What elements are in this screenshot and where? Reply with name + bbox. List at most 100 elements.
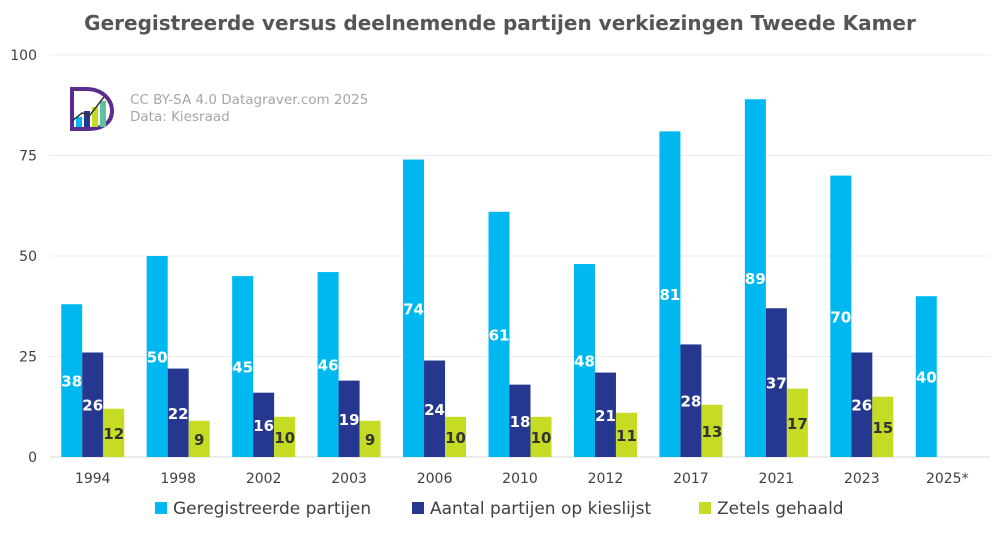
legend-swatch-3 (699, 502, 711, 514)
x-tick-label-2017: 2017 (673, 471, 709, 487)
data-label-1998-series-3: 9 (194, 431, 204, 449)
bar-1994-series-1 (61, 304, 83, 457)
credit-license: CC BY-SA 4.0 Datagraver.com 2025 (130, 92, 368, 108)
data-label-2025*-series-1: 40 (916, 369, 937, 387)
bar-1998-series-3 (188, 420, 210, 457)
x-tick-label-2002: 2002 (246, 471, 282, 487)
data-label-2023-series-2: 26 (851, 397, 872, 415)
data-label-1994-series-3: 12 (103, 425, 124, 443)
x-tick-label-1998: 1998 (160, 471, 196, 487)
bar-2023-series-2 (851, 352, 873, 457)
data-label-2002-series-1: 45 (232, 359, 253, 377)
legend-swatch-1 (155, 502, 167, 514)
legend-label-2: Aantal partijen op kieslijst (430, 499, 651, 519)
x-tick-label-2012: 2012 (588, 471, 624, 487)
y-tick-label-75: 75 (19, 149, 37, 165)
data-label-2012-series-3: 11 (616, 427, 637, 445)
data-label-2010-series-2: 18 (510, 413, 531, 431)
data-label-2017-series-1: 81 (659, 286, 680, 304)
bar-2023-series-1 (830, 175, 852, 457)
y-tick-label-100: 100 (10, 48, 37, 64)
y-tick-label-0: 0 (28, 450, 37, 466)
data-label-2023-series-3: 15 (872, 419, 893, 437)
bar-2012-series-3 (615, 412, 637, 457)
bar-1994-series-3 (103, 408, 125, 457)
bar-1994-series-2 (82, 352, 104, 457)
data-label-2003-series-3: 9 (365, 431, 375, 449)
data-label-2021-series-2: 37 (766, 375, 787, 393)
y-tick-label-25: 25 (19, 350, 37, 366)
bar-2006-series-3 (445, 416, 467, 457)
data-label-1998-series-2: 22 (168, 405, 189, 423)
bar-2010-series-2 (509, 384, 531, 457)
data-label-2012-series-2: 21 (595, 407, 616, 425)
data-label-2006-series-1: 74 (403, 300, 424, 318)
bar-2002-series-2 (253, 392, 275, 457)
logo-bar-1 (76, 117, 82, 127)
x-tick-label-2003: 2003 (331, 471, 367, 487)
bar-1998-series-1 (146, 256, 168, 457)
bar-1998-series-2 (167, 368, 189, 457)
bar-2002-series-3 (274, 416, 296, 457)
data-label-2023-series-1: 70 (830, 308, 851, 326)
logo-bar-3 (92, 107, 98, 127)
bar-2006-series-1 (403, 159, 425, 457)
bars (61, 99, 937, 457)
bar-2021-series-1 (744, 99, 766, 457)
data-label-2002-series-2: 16 (253, 417, 274, 435)
bar-2021-series-3 (786, 388, 808, 457)
data-label-2003-series-1: 46 (318, 357, 339, 375)
data-label-2021-series-1: 89 (745, 270, 766, 288)
y-axis-ticks: 0 25 50 75 100 (10, 48, 37, 466)
bar-2003-series-2 (338, 380, 360, 457)
data-label-2006-series-3: 10 (445, 429, 466, 447)
legend-label-3: Zetels gehaald (717, 499, 844, 519)
data-label-2017-series-3: 13 (701, 423, 722, 441)
x-tick-label-2023: 2023 (844, 471, 880, 487)
data-label-2012-series-1: 48 (574, 353, 595, 371)
bar-2012-series-2 (594, 372, 616, 457)
x-tick-label-2025*: 2025* (926, 471, 969, 487)
bar-2017-series-3 (701, 404, 723, 457)
logo-bar-4 (100, 101, 106, 127)
logo-bar-2 (84, 111, 90, 127)
x-axis-ticks: 1994 1998 2002 2003 2006 2010 2012 2017 2021 2023… (75, 471, 969, 487)
legend-label-1: Geregistreerde partijen (173, 499, 371, 519)
bar-2021-series-2 (765, 308, 787, 457)
chart-title: Geregistreerde versus deelnemende partij… (84, 11, 916, 35)
bar-2010-series-1 (488, 211, 510, 457)
bar-2017-series-2 (680, 344, 702, 457)
data-label-2006-series-2: 24 (424, 401, 445, 419)
bar-2023-series-3 (872, 396, 894, 457)
data-label-1994-series-2: 26 (82, 397, 103, 415)
x-tick-label-2021: 2021 (759, 471, 795, 487)
data-label-1994-series-1: 38 (61, 373, 82, 391)
logo-trend-line (71, 96, 105, 122)
x-tick-label-1994: 1994 (75, 471, 111, 487)
y-tick-label-50: 50 (19, 249, 37, 265)
bar-2002-series-1 (232, 276, 254, 457)
data-label-2010-series-1: 61 (489, 326, 510, 344)
data-label-2021-series-3: 17 (787, 415, 808, 433)
data-label-1998-series-1: 50 (147, 349, 168, 367)
legend: Geregistreerde partijen Aantal partijen o… (155, 499, 844, 519)
data-label-2003-series-2: 19 (339, 411, 360, 429)
bar-2012-series-1 (573, 264, 595, 457)
data-labels: 3826125022945161046199742410611810482111… (61, 270, 936, 449)
bar-2017-series-1 (659, 131, 681, 457)
data-label-2017-series-2: 28 (680, 393, 701, 411)
x-tick-label-2006: 2006 (417, 471, 453, 487)
credit-source: Data: Kiesraad (130, 109, 230, 125)
x-tick-label-2010: 2010 (502, 471, 538, 487)
legend-swatch-2 (412, 502, 424, 514)
data-label-2002-series-3: 10 (274, 429, 295, 447)
bar-2003-series-3 (359, 420, 381, 457)
bar-2006-series-2 (424, 360, 446, 457)
bar-2003-series-1 (317, 272, 339, 457)
datagraver-logo (70, 87, 115, 131)
bar-2025*-series-1 (915, 296, 937, 457)
logo-d-shape (70, 87, 115, 131)
data-label-2010-series-3: 10 (531, 429, 552, 447)
bar-2010-series-3 (530, 416, 552, 457)
